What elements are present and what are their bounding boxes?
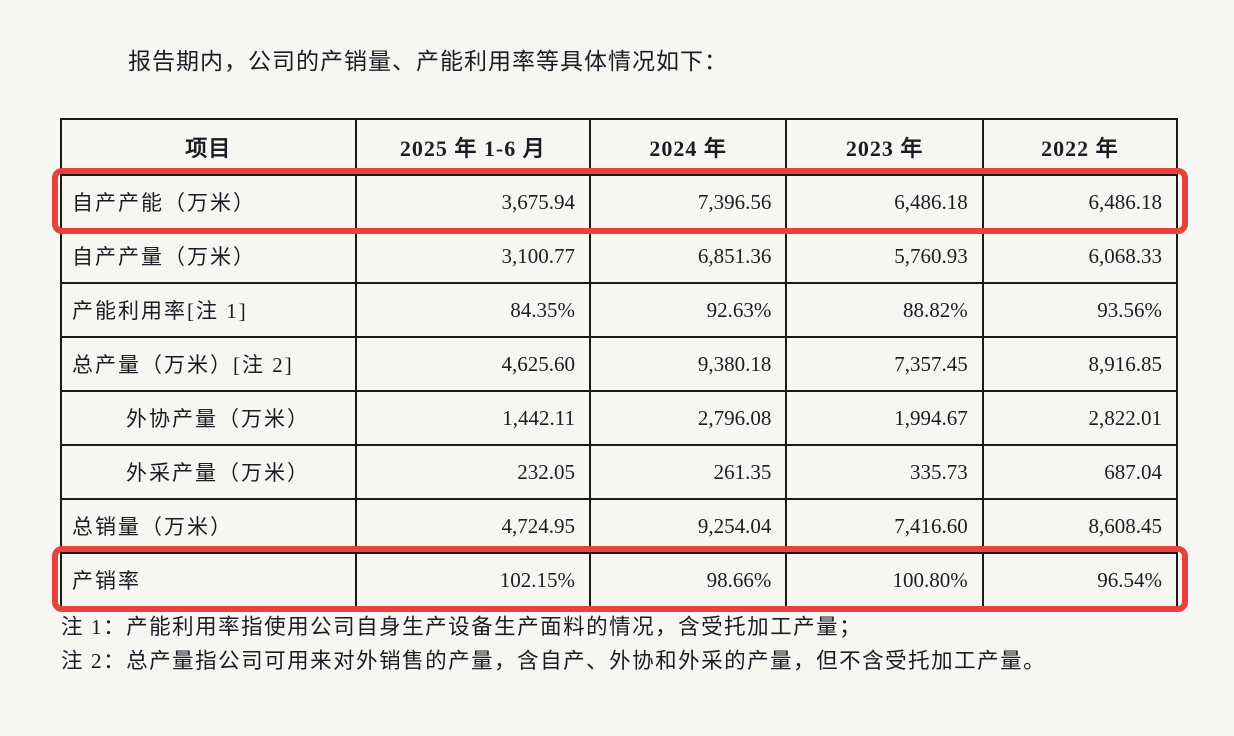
row-value: 7,396.56	[588, 174, 788, 230]
row-value: 232.05	[354, 444, 591, 500]
row-value: 687.04	[981, 444, 1179, 500]
header-2023: 2023 年	[785, 118, 984, 176]
row-value: 8,916.85	[981, 336, 1179, 392]
table-row: 外协产量（万米） 1,442.11 2,796.08 1,994.67 2,82…	[60, 390, 1179, 446]
row-value: 4,625.60	[354, 336, 591, 392]
row-value: 92.63%	[588, 282, 788, 338]
row-value: 5,760.93	[785, 228, 984, 284]
row-label: 外协产量（万米）	[60, 390, 357, 446]
row-value: 335.73	[785, 444, 984, 500]
production-sales-table-wrap: 项目 2025 年 1-6 月 2024 年 2023 年 2022 年 自产产…	[52, 118, 1188, 612]
table-header-row: 项目 2025 年 1-6 月 2024 年 2023 年 2022 年	[60, 118, 1179, 176]
table-row: 总销量（万米） 4,724.95 9,254.04 7,416.60 8,608…	[60, 498, 1179, 554]
row-value: 96.54%	[981, 552, 1179, 608]
row-label: 总产量（万米）[注 2]	[60, 336, 357, 392]
row-value: 261.35	[588, 444, 788, 500]
row-value: 4,724.95	[354, 498, 591, 554]
table-row: 外采产量（万米） 232.05 261.35 335.73 687.04	[60, 444, 1179, 500]
row-value: 93.56%	[981, 282, 1179, 338]
table-row: 自产产量（万米） 3,100.77 6,851.36 5,760.93 6,06…	[60, 228, 1179, 284]
table-row: 自产产能（万米） 3,675.94 7,396.56 6,486.18 6,48…	[60, 174, 1179, 230]
row-label: 自产产量（万米）	[60, 228, 357, 284]
footnote-1: 注 1：产能利用率指使用公司自身生产设备生产面料的情况，含受托加工产量；	[61, 615, 863, 639]
row-value: 1,442.11	[354, 390, 591, 446]
header-2022: 2022 年	[981, 118, 1179, 176]
footnote-2: 注 2：总产量指公司可用来对外销售的产量，含自产、外协和外采的产量，但不含受托加…	[61, 649, 1047, 673]
row-value: 8,608.45	[981, 498, 1179, 554]
row-label: 产销率	[60, 552, 357, 608]
footnotes: 注 1：产能利用率指使用公司自身生产设备生产面料的情况，含受托加工产量； 注 2…	[61, 610, 1183, 678]
row-value: 9,254.04	[588, 498, 788, 554]
row-value: 2,822.01	[981, 390, 1179, 446]
production-sales-table: 项目 2025 年 1-6 月 2024 年 2023 年 2022 年 自产产…	[60, 118, 1179, 608]
table-row: 产销率 102.15% 98.66% 100.80% 96.54%	[60, 552, 1179, 608]
table-row: 总产量（万米）[注 2] 4,625.60 9,380.18 7,357.45 …	[60, 336, 1179, 392]
row-value: 3,675.94	[354, 174, 591, 230]
row-value: 84.35%	[354, 282, 591, 338]
row-label: 产能利用率[注 1]	[60, 282, 357, 338]
header-2025-h1: 2025 年 1-6 月	[354, 118, 591, 176]
row-value: 7,357.45	[785, 336, 984, 392]
row-value: 7,416.60	[785, 498, 984, 554]
row-label: 自产产能（万米）	[60, 174, 357, 230]
row-value: 6,486.18	[785, 174, 984, 230]
row-value: 98.66%	[588, 552, 788, 608]
intro-paragraph: 报告期内，公司的产销量、产能利用率等具体情况如下：	[128, 49, 728, 74]
row-value: 100.80%	[785, 552, 984, 608]
row-value: 6,068.33	[981, 228, 1179, 284]
row-label: 总销量（万米）	[60, 498, 357, 554]
row-value: 9,380.18	[588, 336, 788, 392]
header-item: 项目	[60, 118, 357, 176]
row-label: 外采产量（万米）	[60, 444, 357, 500]
row-value: 1,994.67	[785, 390, 984, 446]
table-row: 产能利用率[注 1] 84.35% 92.63% 88.82% 93.56%	[60, 282, 1179, 338]
row-value: 88.82%	[785, 282, 984, 338]
row-value: 102.15%	[354, 552, 591, 608]
row-value: 6,486.18	[981, 174, 1179, 230]
row-value: 6,851.36	[588, 228, 788, 284]
header-2024: 2024 年	[588, 118, 788, 176]
table-body: 自产产能（万米） 3,675.94 7,396.56 6,486.18 6,48…	[60, 174, 1179, 608]
row-value: 3,100.77	[354, 228, 591, 284]
row-value: 2,796.08	[588, 390, 788, 446]
